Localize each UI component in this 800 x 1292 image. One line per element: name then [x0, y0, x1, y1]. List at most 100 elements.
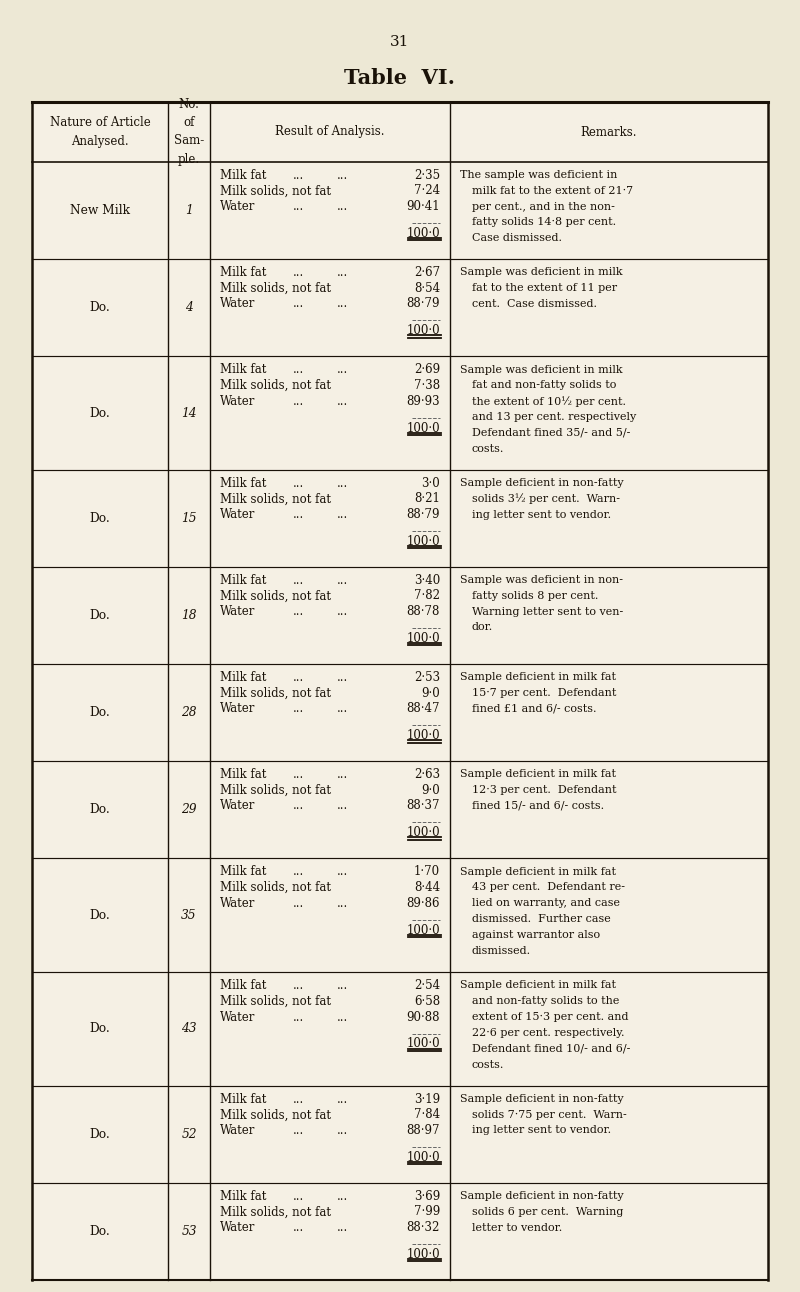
Text: Do.: Do. — [90, 301, 110, 314]
Text: ...: ... — [292, 800, 304, 813]
Text: 100·0: 100·0 — [406, 1248, 440, 1261]
Text: No.
of
Sam-
ple.: No. of Sam- ple. — [174, 98, 204, 165]
Text: 31: 31 — [390, 35, 410, 49]
Text: ...: ... — [292, 897, 304, 910]
Text: ...: ... — [336, 897, 348, 910]
Text: 89·86: 89·86 — [406, 897, 440, 910]
Text: ...: ... — [336, 703, 348, 716]
Text: ...: ... — [292, 169, 304, 182]
Text: ...: ... — [292, 671, 304, 683]
Text: ...: ... — [336, 1190, 348, 1203]
Text: ...: ... — [336, 800, 348, 813]
Text: Milk fat: Milk fat — [220, 866, 266, 879]
Text: ...: ... — [336, 979, 348, 992]
Text: ...: ... — [292, 1221, 304, 1234]
Text: 35: 35 — [182, 908, 197, 921]
Text: Water: Water — [220, 800, 255, 813]
Text: fatty solids 14·8 per cent.: fatty solids 14·8 per cent. — [472, 217, 616, 227]
Text: Do.: Do. — [90, 609, 110, 621]
Text: ...: ... — [292, 266, 304, 279]
Text: cent.  Case dismissed.: cent. Case dismissed. — [472, 298, 597, 309]
Text: 43: 43 — [182, 1022, 197, 1035]
Text: and non-fatty solids to the: and non-fatty solids to the — [472, 996, 619, 1006]
Text: fatty solids 8 per cent.: fatty solids 8 per cent. — [472, 590, 598, 601]
Text: Milk solids, not fat: Milk solids, not fat — [220, 1205, 331, 1218]
Text: Milk solids, not fat: Milk solids, not fat — [220, 881, 331, 894]
Text: fined £1 and 6/- costs.: fined £1 and 6/- costs. — [472, 704, 597, 713]
Text: The sample was deficient in: The sample was deficient in — [460, 171, 618, 181]
Text: Case dismissed.: Case dismissed. — [472, 233, 562, 243]
Text: 15·7 per cent.  Defendant: 15·7 per cent. Defendant — [472, 689, 616, 698]
Text: 100·0: 100·0 — [406, 421, 440, 434]
Text: Do.: Do. — [90, 1022, 110, 1035]
Text: solids 6 per cent.  Warning: solids 6 per cent. Warning — [472, 1207, 623, 1217]
Text: 88·37: 88·37 — [406, 800, 440, 813]
Text: 18: 18 — [182, 609, 197, 621]
Text: 100·0: 100·0 — [406, 1037, 440, 1050]
Text: 89·93: 89·93 — [406, 394, 440, 408]
Text: Nature of Article
Analysed.: Nature of Article Analysed. — [50, 116, 150, 147]
Text: Milk solids, not fat: Milk solids, not fat — [220, 995, 331, 1008]
Text: fat and non-fatty solids to: fat and non-fatty solids to — [472, 380, 616, 390]
Text: 88·47: 88·47 — [406, 703, 440, 716]
Text: ...: ... — [292, 574, 304, 587]
Text: Water: Water — [220, 605, 255, 618]
Text: 2·35: 2·35 — [414, 169, 440, 182]
Text: 22·6 per cent. respectively.: 22·6 per cent. respectively. — [472, 1028, 625, 1037]
Text: Table  VI.: Table VI. — [345, 68, 455, 88]
Text: Do.: Do. — [90, 1128, 110, 1141]
Text: Remarks.: Remarks. — [581, 125, 638, 138]
Text: Water: Water — [220, 1124, 255, 1137]
Text: Milk solids, not fat: Milk solids, not fat — [220, 784, 331, 797]
Text: ...: ... — [336, 200, 348, 213]
Text: ...: ... — [336, 1124, 348, 1137]
Text: 3·69: 3·69 — [414, 1190, 440, 1203]
Text: 2·63: 2·63 — [414, 767, 440, 780]
Text: ...: ... — [292, 477, 304, 490]
Text: Water: Water — [220, 703, 255, 716]
Text: 53: 53 — [182, 1225, 197, 1238]
Text: Sample deficient in milk fat: Sample deficient in milk fat — [460, 770, 616, 779]
Text: Water: Water — [220, 897, 255, 910]
Text: 100·0: 100·0 — [406, 729, 440, 742]
Text: 15: 15 — [182, 512, 197, 525]
Text: ...: ... — [336, 394, 348, 408]
Text: ...: ... — [336, 574, 348, 587]
Text: fined 15/- and 6/- costs.: fined 15/- and 6/- costs. — [472, 801, 604, 811]
Text: ...: ... — [336, 767, 348, 780]
Text: the extent of 10½ per cent.: the extent of 10½ per cent. — [472, 395, 626, 407]
Text: ...: ... — [292, 866, 304, 879]
Text: 88·97: 88·97 — [406, 1124, 440, 1137]
Text: Milk fat: Milk fat — [220, 1190, 266, 1203]
Text: 100·0: 100·0 — [406, 324, 440, 337]
Text: 8·54: 8·54 — [414, 282, 440, 295]
Text: ...: ... — [336, 508, 348, 521]
Text: Milk fat: Milk fat — [220, 671, 266, 683]
Text: 12·3 per cent.  Defendant: 12·3 per cent. Defendant — [472, 786, 617, 795]
Text: ...: ... — [292, 1190, 304, 1203]
Text: Do.: Do. — [90, 512, 110, 525]
Text: Defendant fined 35/- and 5/-: Defendant fined 35/- and 5/- — [472, 428, 630, 438]
Text: Sample was deficient in milk: Sample was deficient in milk — [460, 364, 622, 375]
Text: Sample deficient in non-fatty: Sample deficient in non-fatty — [460, 1191, 624, 1202]
Text: ...: ... — [336, 1010, 348, 1023]
Text: Milk solids, not fat: Milk solids, not fat — [220, 686, 331, 699]
Text: Milk solids, not fat: Milk solids, not fat — [220, 1109, 331, 1121]
Text: Milk fat: Milk fat — [220, 979, 266, 992]
Text: 7·38: 7·38 — [414, 379, 440, 391]
Text: ...: ... — [292, 1010, 304, 1023]
Text: Milk fat: Milk fat — [220, 1093, 266, 1106]
Text: ...: ... — [336, 605, 348, 618]
Text: 100·0: 100·0 — [406, 226, 440, 240]
Text: ...: ... — [292, 200, 304, 213]
Text: Water: Water — [220, 297, 255, 310]
Text: 28: 28 — [182, 707, 197, 720]
Text: 88·79: 88·79 — [406, 508, 440, 521]
Text: 43 per cent.  Defendant re-: 43 per cent. Defendant re- — [472, 882, 625, 893]
Text: ...: ... — [336, 866, 348, 879]
Text: Water: Water — [220, 1010, 255, 1023]
Text: Do.: Do. — [90, 707, 110, 720]
Text: Sample deficient in milk fat: Sample deficient in milk fat — [460, 981, 616, 991]
Text: 100·0: 100·0 — [406, 632, 440, 645]
Text: 1: 1 — [185, 204, 193, 217]
